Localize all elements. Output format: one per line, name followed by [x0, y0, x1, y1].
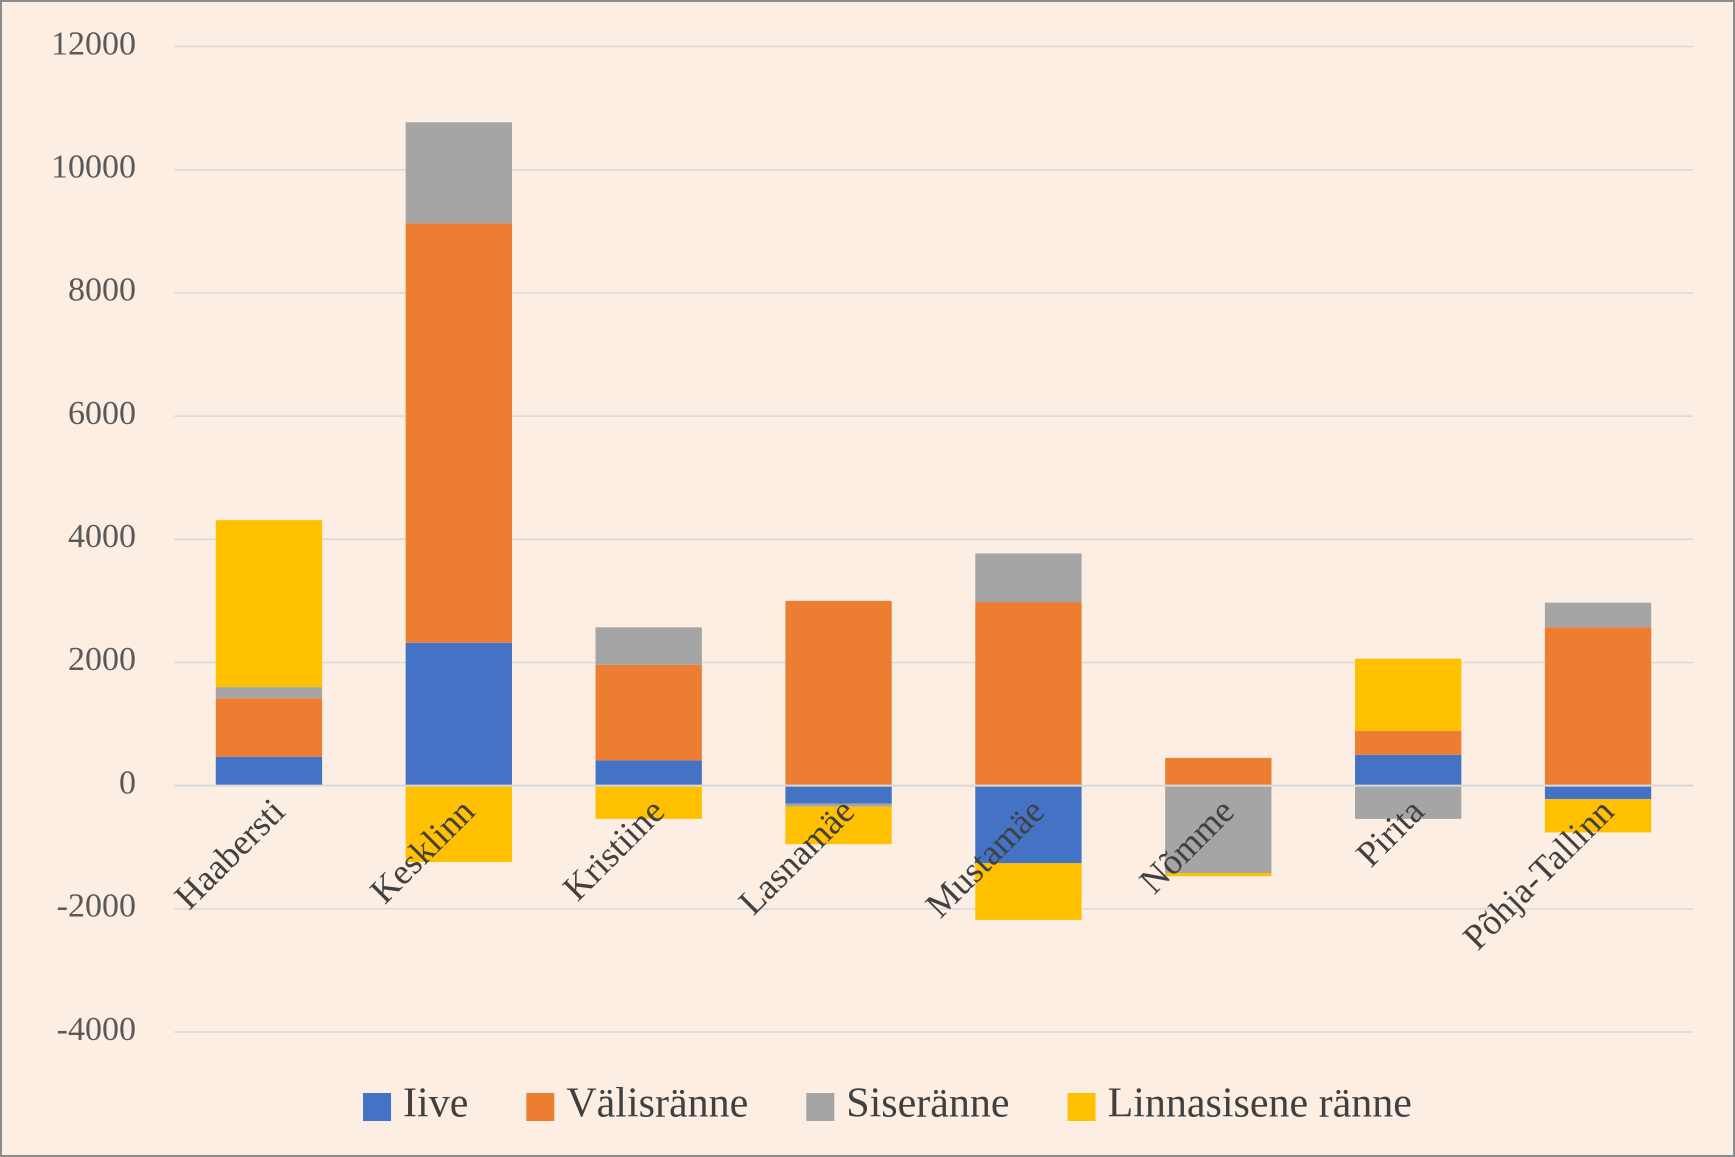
bar-segment	[1165, 757, 1272, 786]
y-tick-label: 10000	[51, 148, 136, 185]
bar-segment	[595, 785, 702, 819]
bar-segment	[1165, 873, 1272, 877]
bar-segment	[595, 760, 702, 786]
bar-segment	[215, 698, 323, 757]
bar-segment	[1355, 658, 1462, 731]
y-tick-label: 2000	[68, 641, 136, 678]
legend-swatch	[526, 1093, 555, 1121]
legend-label: Siseränne	[846, 1081, 1009, 1127]
legend-label: Iive	[403, 1081, 468, 1127]
y-tick-label: 6000	[68, 395, 136, 432]
legend: Iive Välisränne Siseränne Linnasisene ränne	[363, 1081, 1412, 1127]
bar-segment	[405, 223, 512, 643]
bar-segment	[785, 803, 892, 807]
bar-segment	[1544, 799, 1652, 833]
bar-segment	[975, 785, 1082, 864]
bar-segment	[975, 602, 1082, 786]
bar-segment	[1355, 730, 1462, 755]
bar-segment	[595, 627, 702, 665]
bar-segment	[595, 664, 702, 761]
bar-segment	[1355, 785, 1462, 819]
bar-segment	[975, 553, 1082, 603]
bar-segment	[1165, 785, 1272, 874]
bar-segment	[975, 863, 1082, 920]
bar-segment	[1544, 602, 1652, 628]
legend-swatch	[806, 1093, 835, 1121]
bar-segment	[1355, 754, 1462, 786]
y-tick-label: 8000	[68, 272, 136, 309]
bar-segment	[1544, 627, 1652, 786]
bar-segment	[405, 785, 512, 863]
bar-segment	[405, 642, 512, 786]
y-tick-label: 4000	[68, 518, 136, 555]
y-tick-label: 12000	[51, 25, 136, 62]
y-tick-label: 0	[119, 764, 136, 801]
bar-segment	[1544, 785, 1652, 800]
legend-label: Välisränne	[566, 1081, 748, 1127]
bar-segment	[785, 600, 892, 786]
bar-segment	[405, 122, 512, 224]
bar-segment	[215, 756, 323, 786]
legend-label: Linnasisene ränne	[1108, 1081, 1412, 1127]
bar-segment	[215, 687, 323, 699]
bar-segment	[785, 785, 892, 804]
legend-swatch	[363, 1093, 392, 1121]
y-tick-label: -4000	[57, 1011, 136, 1048]
legend-swatch	[1067, 1093, 1096, 1121]
y-tick-label: -2000	[57, 888, 136, 925]
bar-segment	[215, 520, 323, 688]
bars	[215, 122, 1652, 920]
bar-segment	[785, 806, 892, 845]
